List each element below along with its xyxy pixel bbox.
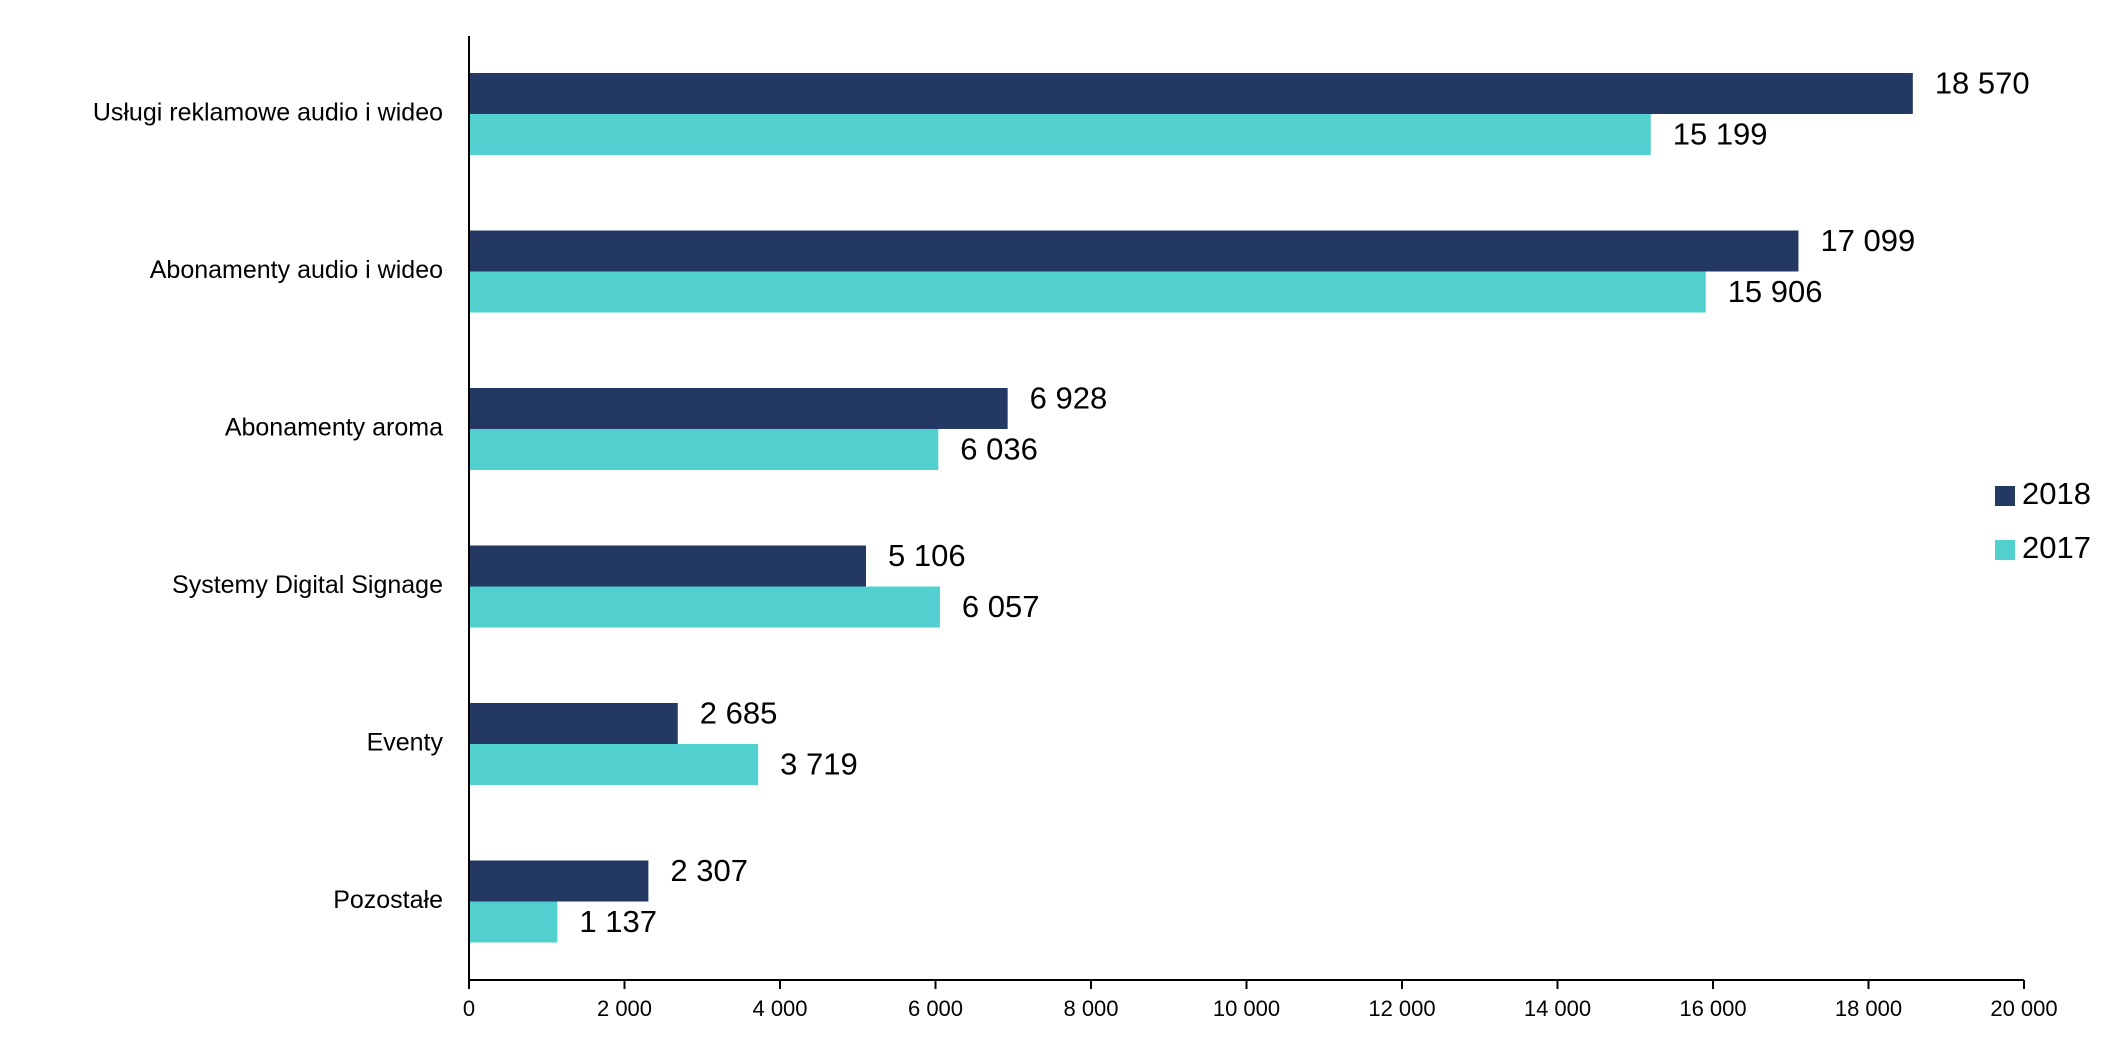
bar-2018 xyxy=(469,388,1008,429)
bar-2017 xyxy=(469,271,1706,313)
x-tick-label: 4 000 xyxy=(752,996,807,1021)
x-tick-label: 8 000 xyxy=(1063,996,1118,1021)
bar-2018 xyxy=(469,73,1913,114)
legend-swatch-2017 xyxy=(1995,540,2015,560)
x-tick-label: 10 000 xyxy=(1213,996,1280,1021)
axes-layer: 0 2 000 4 000 6 000 8 000 10 000 12 000 14 000 1… xyxy=(463,36,2058,1021)
legend-swatch-2018 xyxy=(1995,486,2015,506)
category-label: Usługi reklamowe audio i wideo xyxy=(93,99,443,127)
x-tick-label: 12 000 xyxy=(1368,996,1435,1021)
x-tick-label: 2 000 xyxy=(597,996,652,1021)
data-label-2018: 18 570 xyxy=(1935,66,2030,101)
data-label-2017: 15 199 xyxy=(1673,117,1768,152)
bar-2017 xyxy=(469,114,1651,155)
bar-2018 xyxy=(469,545,866,587)
category-label: Systemy Digital Signage xyxy=(172,571,443,599)
data-label-2018: 2 685 xyxy=(700,696,778,731)
category-label: Pozostałe xyxy=(333,886,443,914)
data-labels-layer: Usługi reklamowe audio i wideo 18 570 15 1… xyxy=(93,66,2030,940)
x-tick-label: 18 000 xyxy=(1835,996,1902,1021)
bar-2017 xyxy=(469,901,558,943)
bar-2017 xyxy=(469,586,940,628)
data-label-2018: 6 928 xyxy=(1030,381,1108,416)
data-label-2018: 5 106 xyxy=(888,538,966,573)
category-label: Abonamenty audio i wideo xyxy=(150,256,443,284)
bar-2017 xyxy=(469,429,939,470)
bar-2018 xyxy=(469,230,1799,272)
bar-2018 xyxy=(469,860,649,902)
x-tick-label: 20 000 xyxy=(1990,996,2057,1021)
data-label-2017: 1 137 xyxy=(579,904,657,939)
data-label-2017: 6 057 xyxy=(962,589,1040,624)
legend-label-2018: 2018 xyxy=(2022,476,2091,511)
data-label-2017: 15 906 xyxy=(1728,274,1823,309)
x-tick-label: 0 xyxy=(463,996,475,1021)
legend-label-2017: 2017 xyxy=(2022,530,2091,565)
data-label-2018: 17 099 xyxy=(1820,223,1915,258)
bar-2017 xyxy=(469,744,759,785)
data-label-2017: 6 036 xyxy=(960,432,1038,467)
x-tick-label: 16 000 xyxy=(1679,996,1746,1021)
data-label-2017: 3 719 xyxy=(780,747,858,782)
category-label: Abonamenty aroma xyxy=(225,414,443,442)
x-tick-label: 14 000 xyxy=(1524,996,1591,1021)
bar-2018 xyxy=(469,703,678,744)
category-label: Eventy xyxy=(367,729,444,757)
x-tick-label: 6 000 xyxy=(908,996,963,1021)
data-label-2018: 2 307 xyxy=(670,853,748,888)
legend: 2018 2017 xyxy=(1995,476,2091,565)
bars-layer xyxy=(469,73,1913,943)
